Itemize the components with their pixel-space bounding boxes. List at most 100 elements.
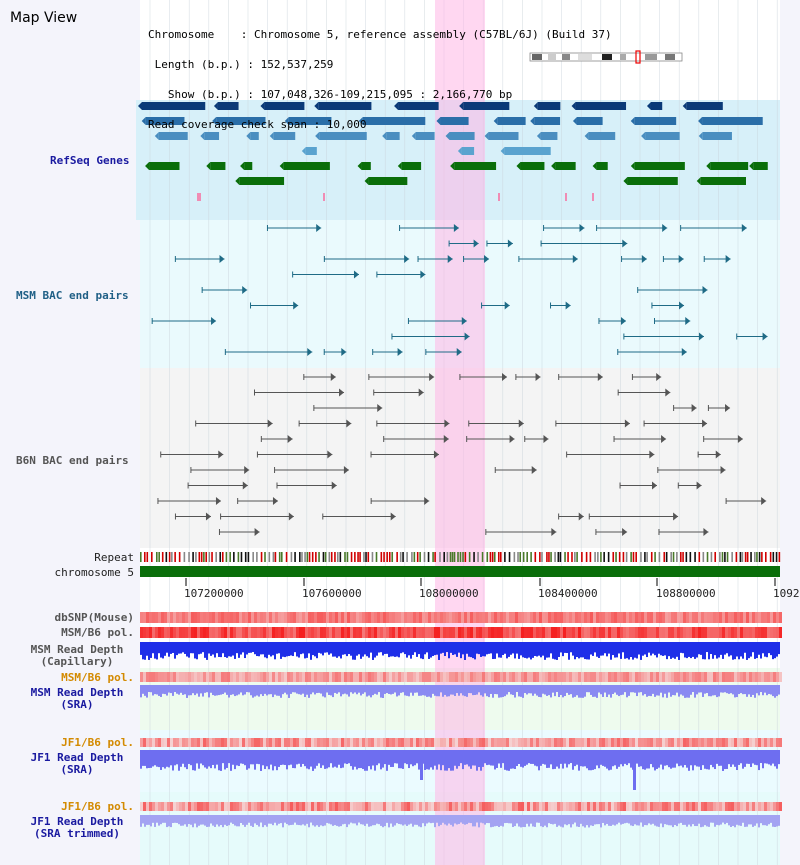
heat-cell	[584, 802, 587, 811]
read-depth-bar	[754, 685, 756, 698]
read-depth-bar	[730, 750, 732, 767]
gene-block	[204, 132, 220, 140]
b6n-bac-pair-arrow	[703, 528, 709, 536]
read-depth-bar	[356, 685, 358, 695]
read-depth-bar	[436, 642, 438, 655]
heat-cell	[266, 672, 269, 682]
read-depth-bar	[414, 750, 416, 766]
heat-cell	[353, 738, 356, 747]
read-depth-bar	[192, 685, 194, 694]
heat-cell	[305, 738, 308, 747]
heat-cell	[350, 672, 353, 682]
heat-cell	[245, 802, 248, 811]
track-label-msm-bac[interactable]: MSM BAC end pairs	[16, 289, 129, 302]
heat-cell	[431, 672, 434, 682]
heat-cell	[224, 627, 227, 638]
read-depth-bar	[254, 750, 256, 770]
heat-cell	[464, 627, 467, 638]
read-depth-bar	[576, 815, 578, 827]
read-depth-bar	[464, 685, 466, 697]
read-depth-bar	[256, 815, 258, 825]
heat-cell	[545, 672, 548, 682]
heat-cell	[317, 612, 320, 623]
ideogram-band	[645, 54, 657, 60]
heat-cell	[434, 738, 437, 747]
read-depth-bar	[386, 815, 388, 823]
repeat-element	[481, 552, 484, 562]
read-depth-bar	[344, 815, 346, 824]
read-depth-bar	[274, 685, 276, 695]
heat-cell	[509, 802, 512, 811]
heat-cell	[404, 672, 407, 682]
heat-cell	[452, 612, 455, 623]
repeat-element	[308, 552, 311, 562]
read-depth-bar	[366, 815, 368, 824]
read-depth-bar	[196, 815, 198, 828]
read-depth-bar	[412, 750, 414, 767]
read-depth-bar	[296, 685, 298, 694]
read-depth-bar	[170, 685, 172, 694]
ideogram-band	[548, 54, 556, 60]
repeat-element	[632, 552, 635, 562]
read-depth-bar	[232, 815, 234, 824]
heat-cell	[395, 627, 398, 638]
heat-cell	[668, 672, 671, 682]
read-depth-bar	[172, 750, 174, 771]
heat-cell	[545, 627, 548, 638]
heat-cell	[305, 802, 308, 811]
heat-cell	[248, 802, 251, 811]
heat-cell	[395, 612, 398, 623]
read-depth-bar	[342, 750, 344, 768]
read-depth-bar	[514, 815, 516, 827]
read-depth-bar	[408, 815, 410, 825]
read-depth-bar	[464, 750, 466, 765]
read-depth-bar	[332, 750, 334, 768]
read-depth-bar	[736, 685, 738, 698]
read-depth-bar	[318, 750, 320, 764]
read-depth-bar	[742, 750, 744, 769]
read-depth-bar	[176, 815, 178, 823]
read-depth-bar	[432, 685, 434, 694]
read-depth-bar	[252, 685, 254, 698]
heat-cell	[278, 627, 281, 638]
heat-cell	[404, 627, 407, 638]
read-depth-bar	[438, 815, 440, 827]
read-depth-bar	[410, 815, 412, 824]
heat-cell	[476, 612, 479, 623]
read-depth-bar	[656, 642, 658, 658]
heat-cell	[236, 612, 239, 623]
heat-cell	[146, 612, 149, 623]
read-depth-bar	[632, 815, 634, 827]
read-depth-bar	[350, 642, 352, 656]
heat-cell	[272, 802, 275, 811]
msm-bac-pair-arrow	[620, 317, 626, 325]
read-depth-bar	[488, 642, 490, 654]
read-depth-bar	[194, 750, 196, 771]
read-depth-bar	[174, 685, 176, 693]
heat-cell	[191, 738, 194, 747]
track-label-refseq[interactable]: RefSeq Genes	[50, 154, 130, 167]
read-depth-bar	[302, 685, 304, 694]
read-depth-bar	[720, 815, 722, 825]
msm-bac-pair-arrow	[507, 239, 513, 248]
read-depth-bar	[680, 685, 682, 695]
heat-cell	[425, 627, 428, 638]
repeat-element	[646, 552, 648, 562]
gene-block	[645, 132, 680, 140]
read-depth-bar	[510, 750, 512, 769]
read-depth-bar	[480, 642, 482, 657]
read-depth-bar	[518, 642, 520, 659]
read-depth-bar	[324, 750, 326, 769]
read-depth-bar	[566, 642, 568, 654]
heat-cell	[743, 738, 746, 747]
read-depth-bar	[306, 815, 308, 824]
read-depth-bar	[184, 685, 186, 695]
heat-cell	[629, 738, 632, 747]
heat-cell	[395, 738, 398, 747]
read-depth-bar	[596, 815, 598, 825]
track-label-b6n-bac[interactable]: B6N BAC end pairs	[16, 454, 129, 467]
read-depth-bar	[380, 685, 382, 698]
heat-cell	[161, 738, 164, 747]
read-depth-bar	[268, 642, 270, 655]
